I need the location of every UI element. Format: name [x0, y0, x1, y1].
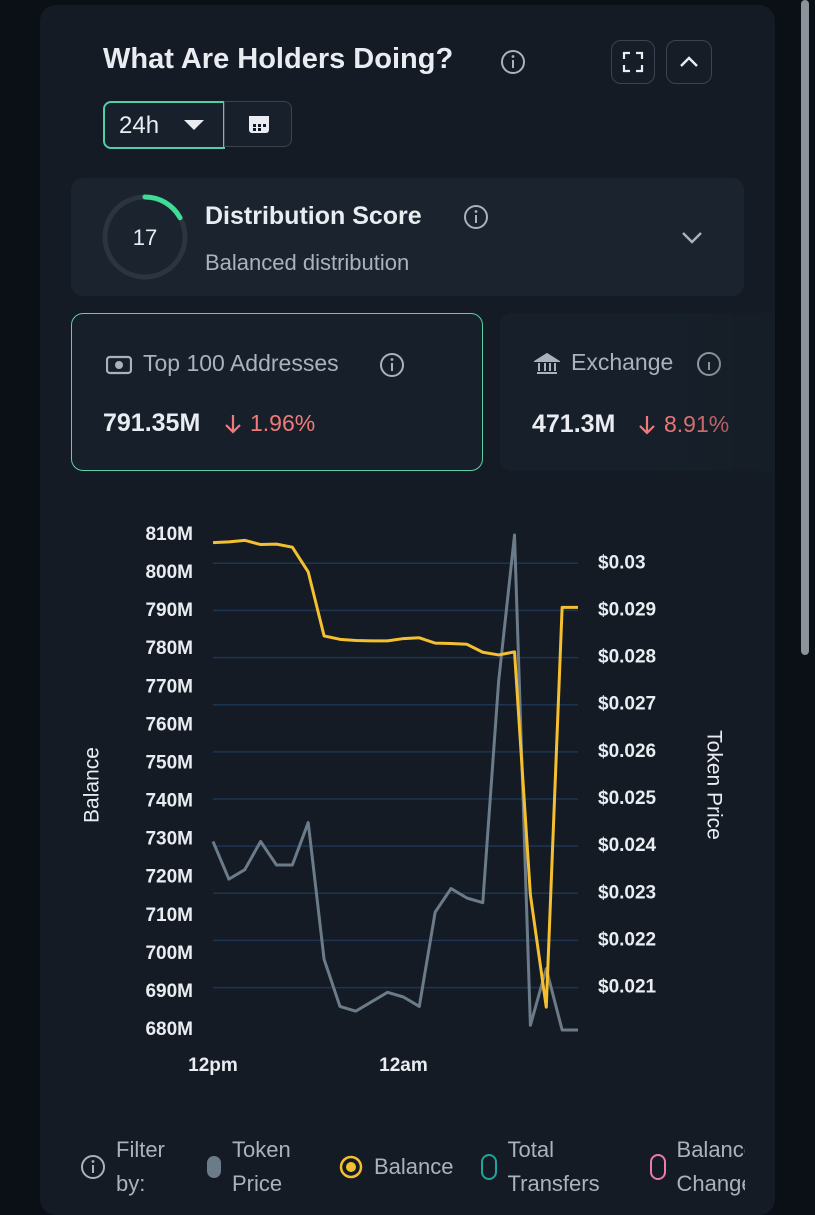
- y2-tick-label: $0.029: [598, 599, 656, 620]
- score-value: 17: [133, 225, 157, 250]
- legend-label: Token Price: [232, 1137, 291, 1196]
- y-tick-label: 690M: [145, 981, 193, 1002]
- y2-axis-label: Token Price: [702, 730, 725, 840]
- legend-item[interactable]: Balance Change: [649, 1129, 745, 1205]
- y2-tick-label: $0.024: [598, 835, 657, 856]
- y-tick-label: 710M: [145, 905, 193, 926]
- panel: What Are Holders Doing? 24h 17 Distribut…: [40, 5, 775, 1215]
- legend-label: Balance Change: [676, 1137, 745, 1196]
- score-title: Distribution Score: [205, 202, 422, 230]
- y-tick-label: 760M: [145, 714, 193, 735]
- y-tick-label: 770M: [145, 676, 193, 697]
- y2-tick-label: $0.026: [598, 741, 656, 762]
- y2-tick-label: $0.023: [598, 882, 656, 903]
- info-icon[interactable]: [500, 49, 526, 75]
- score-card[interactable]: 17 Distribution Score Balanced distribut…: [71, 178, 744, 296]
- card-title: Exchange: [571, 349, 674, 375]
- y2-tick-label: $0.025: [598, 788, 657, 809]
- score-arc: [142, 194, 183, 221]
- y-tick-label: 810M: [145, 524, 193, 545]
- card-change: 8.91%: [664, 411, 730, 437]
- filter-label: Filter by:: [116, 1137, 165, 1196]
- y-tick-label: 800M: [145, 562, 193, 583]
- score-gauge: 17: [102, 194, 188, 280]
- x-tick-label: 12pm: [188, 1055, 238, 1076]
- chevron[interactable]: [679, 230, 705, 246]
- collapse-button[interactable]: [666, 40, 712, 84]
- timeframe: 24h: [119, 112, 160, 139]
- card[interactable]: Top 100 Addresses 791.35M 1.96%: [71, 313, 483, 471]
- legend-item[interactable]: Balance: [338, 1129, 454, 1205]
- line: [211, 533, 578, 1032]
- card-value: 471.3M: [532, 410, 616, 438]
- y2-tick-label: $0.03: [598, 552, 646, 573]
- legend: Filter by: Token Price Balance Total Trans…: [80, 1129, 745, 1205]
- y2-tick-label: $0.022: [598, 929, 656, 950]
- legend-item[interactable]: Total Transfers: [480, 1129, 623, 1205]
- legend-item[interactable]: Token Price: [206, 1129, 312, 1205]
- y-tick-label: 780M: [145, 638, 193, 659]
- info-icon[interactable]: [463, 204, 489, 230]
- y2-tick-label: $0.021: [598, 977, 657, 998]
- card-change: 1.96%: [250, 410, 316, 436]
- expand-button[interactable]: [611, 40, 655, 84]
- y-axis-label: Balance: [81, 747, 104, 823]
- score-subtitle: Balanced distribution: [205, 250, 410, 275]
- scrollbar[interactable]: [801, 0, 809, 655]
- title: What Are Holders Doing?: [103, 43, 454, 75]
- line: [212, 538, 578, 1009]
- card-title: Top 100 Addresses: [143, 350, 339, 376]
- card-value: 791.35M: [103, 409, 201, 437]
- y-tick-label: 700M: [145, 943, 193, 964]
- y2-tick-label: $0.027: [598, 694, 656, 715]
- y-tick-label: 720M: [145, 867, 193, 888]
- y2-tick-label: $0.028: [598, 647, 656, 668]
- x-tick-label: 12am: [379, 1055, 428, 1076]
- filter-label-group: Filter by:: [80, 1129, 180, 1205]
- calendar-button[interactable]: [224, 101, 292, 147]
- legend-label: Balance: [374, 1154, 454, 1179]
- y-tick-label: 790M: [145, 600, 193, 621]
- card[interactable]: Exchange 471.3M 8.91%: [500, 313, 775, 471]
- y-tick-label: 730M: [145, 829, 193, 850]
- y-tick-label: 680M: [145, 1019, 193, 1040]
- y-tick-label: 750M: [145, 752, 193, 773]
- y-tick-label: 740M: [145, 791, 193, 812]
- legend-label: Total Transfers: [507, 1137, 600, 1196]
